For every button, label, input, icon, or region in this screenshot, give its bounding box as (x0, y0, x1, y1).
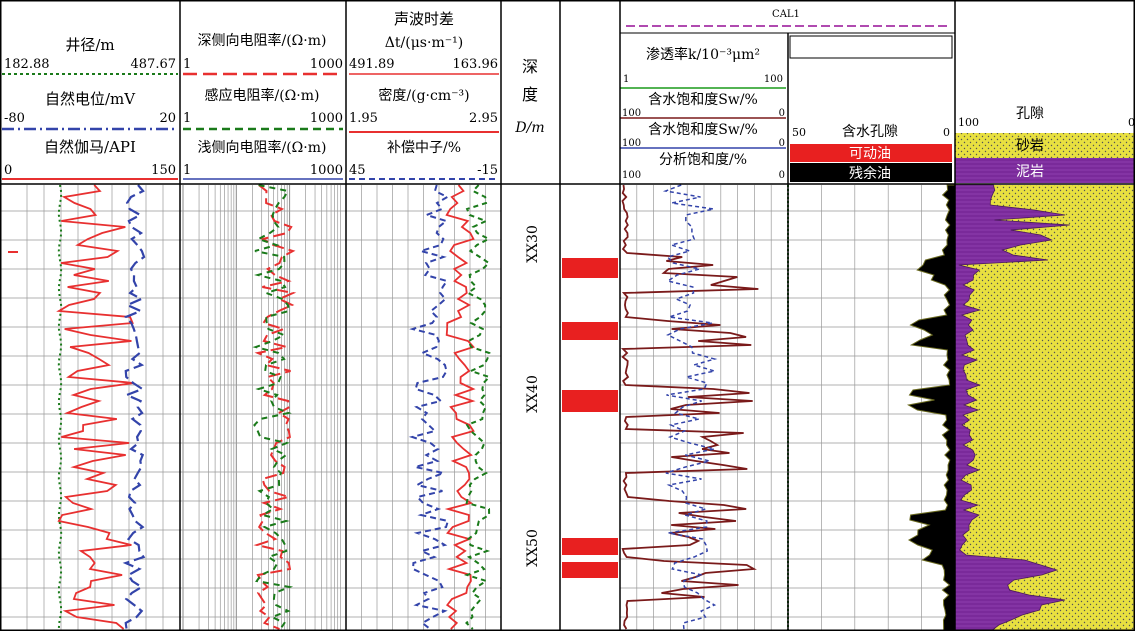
depth-tick-xx40: XX40 (525, 375, 541, 413)
induction-res-min: 1 (183, 111, 191, 126)
sp-label: 自然电位/mV (45, 90, 136, 108)
ac-curve (444, 184, 476, 630)
movable-oil-label: 可动油 (849, 146, 891, 162)
sw1-label: 含水饱和度Sw/% (648, 92, 758, 108)
mudstone-label: 泥岩 (1016, 164, 1044, 180)
sw2-label: 含水饱和度Sw/% (648, 122, 758, 138)
water-porosity-max: 0 (943, 126, 950, 139)
depth-tick-xx30: XX30 (525, 225, 541, 263)
log-curves (8, 184, 1135, 631)
depth-label-3: D/m (514, 120, 544, 136)
ac-label: Δt/(μs·m⁻¹) (385, 35, 463, 51)
oil-zone-bar-4 (562, 562, 618, 578)
deep-res-max: 1000 (310, 57, 343, 72)
sw1-max: 0 (779, 108, 785, 119)
residual-oil-swatch (790, 163, 952, 182)
caliper-max: 487.67 (131, 57, 177, 72)
sw1-min: 100 (622, 108, 641, 119)
den-curve (463, 184, 492, 630)
sw2-max: 0 (779, 138, 785, 149)
water-porosity-fill (906, 184, 956, 631)
cnl-max: -15 (477, 163, 498, 178)
deep-res-label: 深侧向电阻率/(Ω·m) (198, 32, 327, 49)
den-max: 2.95 (469, 111, 498, 126)
sw-curve (662, 184, 718, 630)
sp-curve (122, 184, 146, 630)
caliper-label: 井径/m (65, 36, 114, 54)
so-max: 0 (779, 170, 785, 181)
cnl-min: 45 (349, 163, 366, 178)
residual-oil-label: 残余油 (849, 165, 891, 182)
gr-label: 自然伽马/API (44, 138, 136, 156)
sw2-min: 100 (622, 138, 641, 149)
depth-tick-xx50: XX50 (525, 529, 541, 567)
cal1-label: CAL1 (772, 9, 800, 20)
depth-label-2: 度 (522, 85, 538, 104)
sandstone-label: 砂岩 (1016, 138, 1044, 154)
track-grids (0, 185, 955, 631)
perm-label: 渗透率k/10⁻³μm² (646, 46, 760, 63)
sp-max: 20 (159, 111, 176, 126)
shallow-res-max: 1000 (310, 163, 343, 178)
water-porosity-label: 含水孔隙 (842, 124, 898, 140)
ac-max: 163.96 (453, 57, 499, 72)
deep-res-min: 1 (183, 57, 191, 72)
oil-zone-bar-0 (562, 258, 618, 278)
gr-curve (56, 184, 134, 630)
cnl-curve (408, 184, 450, 630)
induction-res-curve (252, 184, 294, 630)
porosity-min: 100 (958, 116, 979, 129)
sandstone-swatch (955, 133, 1135, 158)
shallow-res-label: 浅侧向电阻率/(Ω·m) (198, 139, 327, 156)
oil-zone-bar-1 (562, 322, 618, 340)
gr-max: 150 (151, 163, 176, 178)
ac-min: 491.89 (349, 57, 395, 72)
depth-label-1: 深 (522, 57, 538, 76)
porosity-label: 孔隙 (1016, 106, 1044, 122)
water-porosity-min: 50 (792, 126, 806, 139)
caliper-min: 182.88 (4, 57, 50, 72)
movable-oil-swatch (790, 144, 952, 162)
induction-res-max: 1000 (310, 111, 343, 126)
cnl-label: 补偿中子/% (387, 140, 461, 156)
den-label: 密度/(g·cm⁻³) (378, 87, 469, 104)
sp-min: -80 (4, 111, 25, 126)
mudstone-swatch (955, 158, 1135, 183)
deep-res-curve (253, 184, 297, 630)
ac-title: 声波时差 (394, 10, 454, 28)
den-min: 1.95 (349, 111, 378, 126)
perm-max: 100 (764, 74, 783, 85)
gr-min: 0 (4, 163, 12, 178)
oil-zone-bar-2 (562, 390, 618, 412)
porosity-max: 0 (1128, 116, 1135, 129)
so-min: 100 (622, 170, 641, 181)
mudstone-fill (954, 184, 1070, 631)
perm-min: 1 (623, 74, 629, 85)
depth-axis: XX30 XX40 XX50 (525, 225, 541, 567)
header: 井径/m 182.88 487.67 自然电位/mV -80 20 自然伽马/A… (0, 9, 1135, 185)
so-label: 分析饱和度/% (659, 152, 747, 168)
shallow-res-min: 1 (183, 163, 191, 178)
oil-zone-bar-3 (562, 538, 618, 555)
induction-res-label: 感应电阻率/(Ω·m) (205, 87, 320, 104)
perm-curve (620, 184, 759, 630)
